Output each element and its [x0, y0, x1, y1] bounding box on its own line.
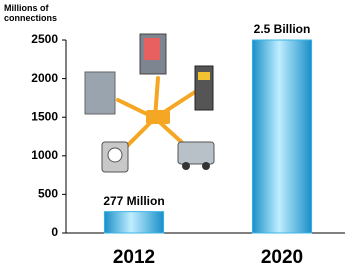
x-tick-label: 2020: [261, 247, 303, 268]
illustration: [85, 34, 214, 172]
chart: 0 500 1000 1500 2000 2500 2012 277 Million 2020 2…: [0, 0, 357, 269]
y-tick-label: 2500: [31, 32, 58, 46]
y-tick-label: 0: [51, 225, 58, 239]
x-tick-label: 2012: [113, 247, 155, 268]
y-tick-label: 500: [38, 187, 58, 201]
y-tick-label: 2000: [31, 71, 58, 85]
value-label: 277 Million: [103, 194, 164, 208]
y-tick-label: 1000: [31, 148, 58, 162]
value-label: 2.5 Billion: [254, 22, 311, 36]
bar: [252, 40, 311, 233]
y-axis-title: Millions of connections: [4, 3, 66, 23]
bar: [104, 212, 163, 233]
y-tick-label: 1500: [31, 109, 58, 123]
page: {"chart_data": {"type": "bar", "y_label"…: [0, 0, 357, 269]
